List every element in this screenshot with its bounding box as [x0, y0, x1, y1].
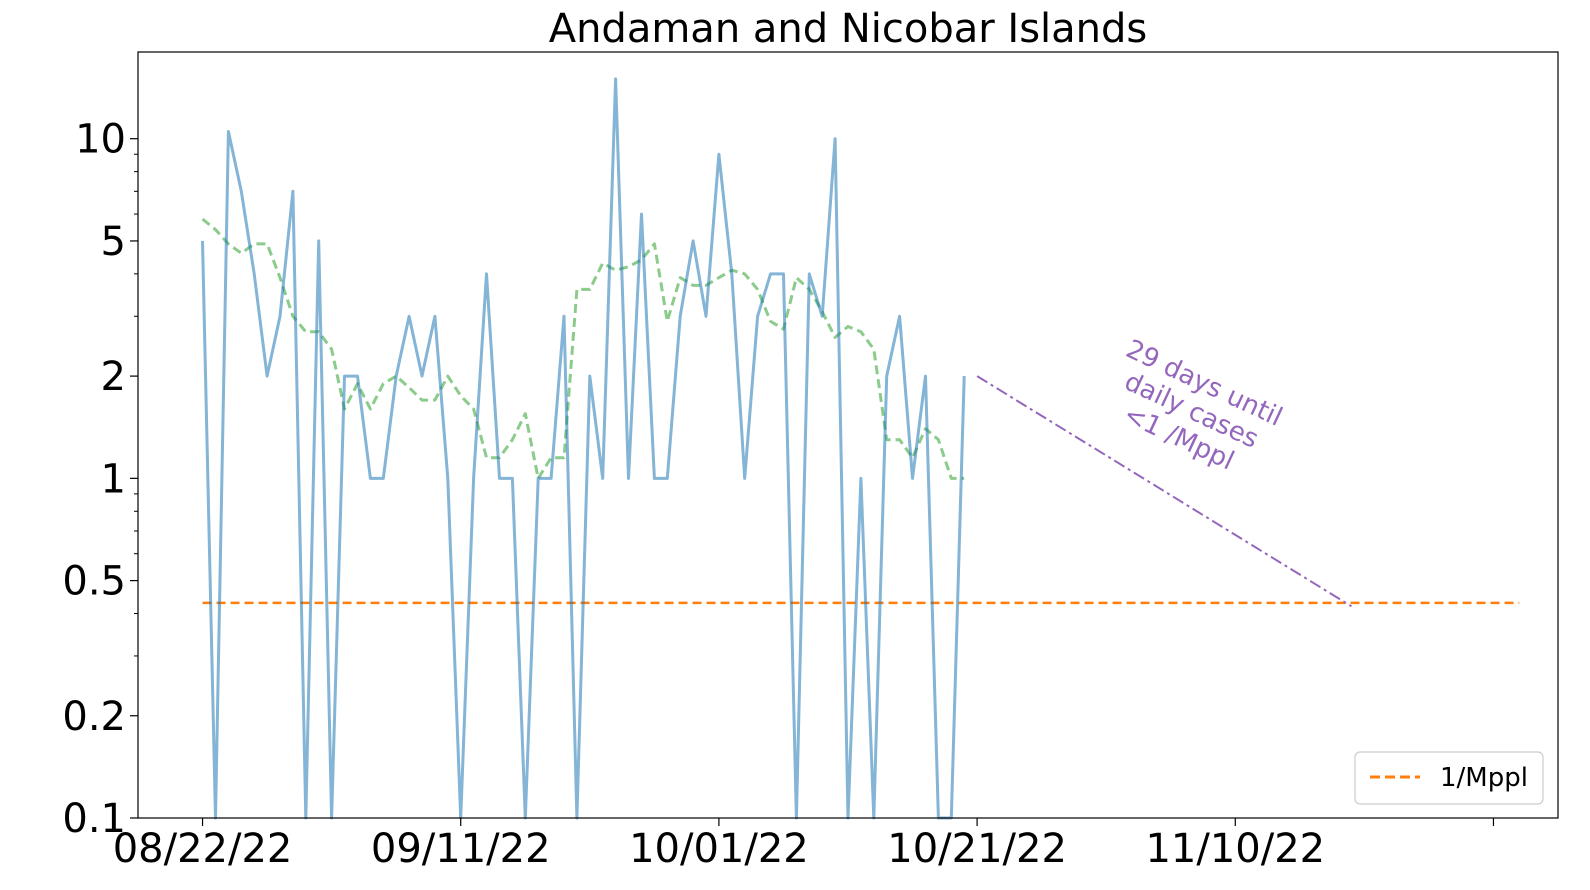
annotation-text: 29 days untildaily cases<1 /Mppl: [1096, 334, 1287, 487]
axes-frame: [137, 51, 1559, 819]
y-tick-label: 0.5: [62, 559, 126, 605]
series-daily-line: [201, 77, 966, 820]
x-tick-label: 11/10/22: [1145, 826, 1325, 872]
annotation: 29 days untildaily cases<1 /Mppl: [1096, 334, 1287, 487]
legend: 1/Mppl: [1354, 751, 1544, 805]
legend-label-1mppl: 1/Mppl: [1440, 763, 1528, 793]
x-axis: 08/22/22 09/11/22 10/01/22 10/21/22 11/10/22: [113, 818, 1495, 872]
series-average-line: [201, 217, 965, 480]
chart-title: Andaman and Nicobar Islands: [549, 6, 1148, 52]
y-tick-label: 0.1: [62, 796, 126, 842]
x-tick-label: 10/21/22: [887, 826, 1067, 872]
x-tick-label: 10/01/22: [629, 826, 809, 872]
x-tick-label: 08/22/22: [113, 826, 293, 872]
legend-box: [1354, 751, 1544, 805]
plot-lines: [201, 77, 1520, 820]
y-axis: 0.1 0.2 0.5 1 2 5 10: [62, 117, 138, 842]
y-tick-label: 5: [101, 219, 126, 265]
x-tick-label: 09/11/22: [371, 826, 551, 872]
y-tick-label: 0.2: [62, 694, 126, 740]
y-tick-label: 10: [75, 117, 126, 163]
y-tick-label: 1: [101, 456, 126, 502]
y-tick-label: 2: [101, 354, 126, 400]
series-projection-line: [976, 375, 1352, 608]
